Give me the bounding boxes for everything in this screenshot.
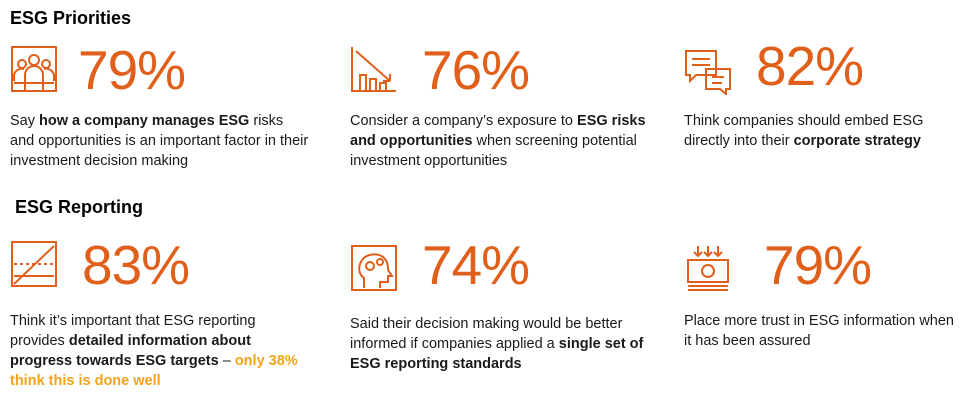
money-trust-icon xyxy=(684,244,732,292)
bold-text: detailed information about progress towa… xyxy=(10,333,251,369)
bold-text: single set of ESG reporting standards xyxy=(350,336,644,372)
stat-description: Consider a company’s exposure to ESG ris… xyxy=(350,111,655,171)
stat-percent: 76% xyxy=(422,39,530,101)
highlight-text: only 38% think this is done well xyxy=(10,353,298,389)
stat-percent: 79% xyxy=(78,39,186,101)
head-gears-icon xyxy=(350,244,398,292)
stat-card-priorities-3: 82% Think companies should embed ESG dir… xyxy=(684,39,954,173)
section-title-priorities: ESG Priorities xyxy=(10,8,132,28)
desc-text: Consider a company’s exposure to xyxy=(350,113,578,129)
stat-description: Place more trust in ESG information when… xyxy=(684,311,954,351)
stat-description: Think companies should embed ESG directl… xyxy=(684,111,954,151)
stat-percent: 74% xyxy=(422,234,530,296)
desc-text: – xyxy=(218,353,235,369)
bold-text: ESG risks and opportunities xyxy=(350,113,646,149)
desc-text: Think companies should embed ESG directl… xyxy=(684,113,924,149)
desc-text: when screening potential investment oppo… xyxy=(350,133,637,169)
stat-description: Think it’s important that ESG reporting … xyxy=(10,311,310,391)
desc-text: Said their decision making would be bett… xyxy=(350,316,623,352)
stat-percent: 82% xyxy=(756,35,864,97)
section-title-reporting: ESG Reporting xyxy=(15,197,144,217)
stat-percent: 79% xyxy=(764,234,872,296)
chat-bubbles-icon xyxy=(684,47,732,95)
desc-text: Place more trust in ESG information when… xyxy=(684,313,954,349)
stat-card-priorities-1: 79% Say how a company manages ESG risks … xyxy=(10,43,320,173)
stat-percent: 83% xyxy=(82,234,190,296)
bold-text: corporate strategy xyxy=(793,133,921,149)
declining-chart-icon xyxy=(350,45,398,93)
bold-text: how a company manages ESG xyxy=(39,113,250,129)
stat-card-reporting-3: 79% Place more trust in ESG information … xyxy=(684,236,954,396)
stat-description: Said their decision making would be bett… xyxy=(350,314,655,374)
stat-card-reporting-2: 74% Said their decision making would be … xyxy=(350,236,660,396)
stat-card-priorities-2: 76% Consider a company’s exposure to ESG… xyxy=(350,43,660,173)
people-group-icon xyxy=(10,45,58,93)
desc-text: Think it’s important that ESG reporting … xyxy=(10,313,256,349)
desc-text: Say xyxy=(10,113,40,129)
stat-description: Say how a company manages ESG risks and … xyxy=(10,111,310,171)
desc-text: risks and opportunities is an important … xyxy=(10,113,309,169)
stat-card-reporting-1: 83% Think it’s important that ESG report… xyxy=(10,236,320,396)
progress-chart-icon xyxy=(10,240,58,288)
